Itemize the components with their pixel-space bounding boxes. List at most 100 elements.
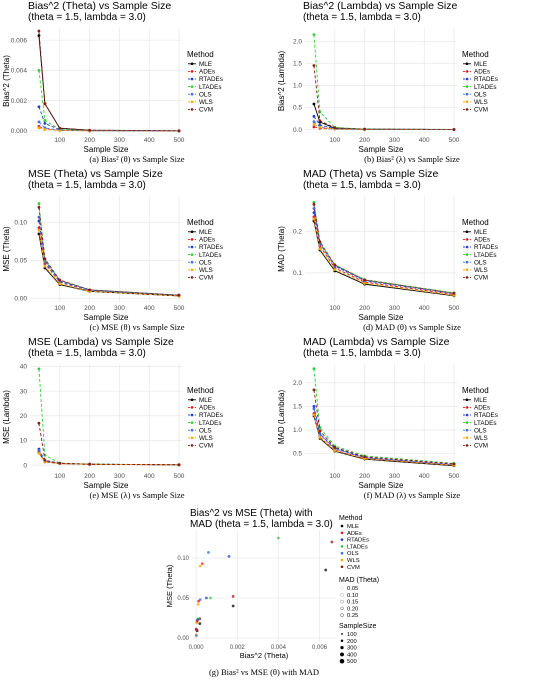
data-point-rtades [43, 122, 47, 125]
panel-caption: (e) MSE (λ) vs Sample Size [89, 490, 184, 500]
data-point-cvm [318, 429, 322, 433]
legend-key-point [190, 436, 194, 440]
legend-label: LTADEs [199, 420, 222, 427]
x-tick-label: 300 [114, 473, 125, 480]
legend-key-point [340, 545, 344, 548]
chart-title: MAD (Theta) vs Sample Size [303, 168, 439, 180]
data-point-wls [333, 449, 337, 453]
legend-key-point [465, 398, 469, 402]
legend-key-point [465, 230, 469, 234]
data-point-cvm [37, 421, 41, 425]
data-point-cvm [333, 445, 337, 449]
chart-title: Bias^2 (Theta) vs Sample Size [28, 0, 171, 12]
data-point-wls [37, 228, 41, 232]
legend-label: RTADEs [474, 76, 498, 83]
legend-label: MLE [199, 397, 212, 404]
chart-subtitle: (theta = 1.5, lambda = 3.0) [28, 180, 146, 191]
series-line-ols [38, 121, 180, 132]
y-axis-label: Bias^2 (Theta) [2, 55, 11, 107]
legend-label: 500 [347, 659, 357, 665]
legend-label: WLS [474, 435, 488, 442]
legend-key-alpha [340, 593, 344, 597]
legend-label: WLS [199, 99, 213, 106]
x-tick-label: 500 [174, 137, 185, 144]
data-point-rtades [312, 114, 316, 118]
data-point-cvm [452, 128, 456, 131]
scatter-point-ades [200, 562, 204, 565]
legend-key-point [465, 421, 469, 424]
legend-key-point [190, 77, 194, 81]
scatter-point-wls [198, 564, 202, 568]
legend-label: MLE [474, 61, 487, 68]
legend-key-point [190, 238, 194, 241]
legend-key-alpha [340, 613, 344, 617]
x-axis-label: Sample Size [359, 145, 404, 154]
x-axis-label: Bias^2 (Theta) [240, 651, 289, 660]
legend-key-point [465, 406, 469, 409]
data-point-cvm [37, 205, 41, 209]
series-line-cvm [313, 389, 455, 465]
x-axis-label: Sample Size [359, 481, 404, 490]
x-tick-label: 500 [449, 305, 460, 312]
scatter-point-ols [207, 551, 210, 554]
y-tick-label: 10 [20, 438, 28, 445]
legend-key-point [190, 398, 194, 402]
legend-key-point [465, 100, 469, 104]
legend-label: CVM [474, 275, 488, 282]
legend-key-point [340, 565, 344, 569]
legend-title: Method [462, 218, 489, 227]
legend-key-point [465, 444, 469, 447]
panel-caption: (c) MSE (θ) vs Sample Size [90, 322, 185, 332]
legend-key-point [340, 524, 344, 528]
legend-key-point [465, 245, 469, 249]
legend-label: OLS [474, 259, 487, 266]
data-point-wls [318, 125, 322, 129]
y-tick-label: 0.00 [14, 295, 27, 302]
series-line-wls [313, 414, 455, 466]
data-point-cvm [333, 126, 337, 130]
legend-label: OLS [199, 427, 212, 434]
data-point-cvm [312, 202, 316, 206]
legend-label: ADEs [199, 405, 215, 412]
data-point-cvm [43, 257, 47, 261]
scatter-point-rtades [227, 555, 231, 558]
chart-subtitle: (theta = 1.5, lambda = 3.0) [303, 180, 421, 191]
y-axis-label: MAD (Theta) [277, 226, 286, 272]
legend-key-point [190, 245, 194, 249]
data-point-ltades [312, 200, 316, 204]
legend-key-point [190, 268, 194, 272]
data-point-ols [312, 407, 316, 411]
data-point-cvm [177, 293, 181, 297]
panel-caption: (a) Bias² (θ) vs Sample Size [89, 154, 184, 164]
legend-key-point [465, 268, 469, 272]
x-tick-label: 100 [54, 305, 65, 312]
x-tick-label: 200 [359, 305, 370, 312]
legend-key-point [465, 92, 469, 96]
legend-label: MLE [199, 61, 212, 68]
x-tick-label: 300 [389, 473, 400, 480]
data-point-rtades [37, 219, 41, 223]
legend-label: MLE [199, 229, 212, 236]
x-tick-label: 400 [419, 305, 430, 312]
data-point-cvm [43, 102, 47, 106]
y-axis-label: MAD (Lambda) [277, 390, 286, 445]
legend-key-point [190, 62, 194, 66]
x-tick-label: 300 [114, 305, 125, 312]
legend-key-point [465, 238, 469, 241]
chart-subtitle: MAD (theta = 1.5, lambda = 3.0) [190, 519, 333, 530]
legend-label: ADEs [474, 237, 490, 244]
data-point-ltades [37, 202, 41, 205]
scatter-point-mle [324, 568, 328, 572]
y-tick-label: 1.0 [293, 83, 302, 90]
legend-label: LTADEs [474, 252, 497, 259]
x-tick-label: 200 [359, 473, 370, 480]
legend-label: 0.25 [347, 613, 358, 619]
y-tick-label: 0.002 [11, 98, 28, 105]
scatter-point-ades [197, 599, 200, 603]
data-point-cvm [363, 455, 367, 459]
x-axis-label: Sample Size [84, 313, 129, 322]
panel-caption: (f) MAD (λ) vs Sample Size [364, 490, 461, 500]
data-point-ltades [37, 69, 41, 72]
legend-label: MLE [474, 397, 487, 404]
